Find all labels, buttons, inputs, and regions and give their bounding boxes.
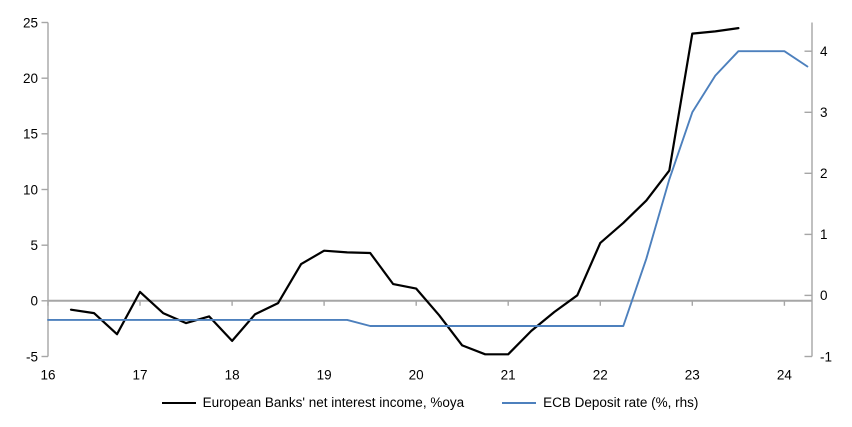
y-right-label-2: 2 [820,166,828,181]
y-right-label--1: -1 [820,349,832,364]
chart-legend: European Banks' net interest income, %oy… [48,395,812,411]
x-tick-label-17: 17 [132,368,147,383]
series-line-net-interest-income [69,27,740,356]
x-tick-label-24: 24 [777,368,793,383]
y-left-label--5: -5 [26,349,38,364]
legend-label-net-interest-income: European Banks' net interest income, %oy… [202,395,465,410]
y-left-label-20: 20 [23,71,38,86]
y-right-label-1: 1 [820,227,828,242]
x-tick-label-23: 23 [685,368,700,383]
legend-item-ecb-deposit-rate: ECB Deposit rate (%, rhs) [502,395,698,411]
x-tick-label-18: 18 [225,368,240,383]
y-left-label-25: 25 [23,15,38,30]
series-line-ecb-deposit-rate [47,50,809,327]
x-tick-label-20: 20 [409,368,424,383]
black-line-swatch [161,401,196,405]
y-right-label-4: 4 [820,44,828,59]
blue-line-swatch [502,401,537,405]
x-tick-label-19: 19 [317,368,332,383]
y-right-label-0: 0 [820,288,828,303]
y-right-label-3: 3 [820,105,828,120]
x-tick-label-16: 16 [40,368,55,383]
x-tick-label-22: 22 [593,368,608,383]
y-left-label-10: 10 [23,182,38,197]
legend-label-ecb-deposit-rate: ECB Deposit rate (%, rhs) [543,395,699,410]
y-left-label-5: 5 [30,238,38,253]
legend-item-net-interest-income: European Banks' net interest income, %oy… [161,395,465,411]
y-left-label-0: 0 [30,294,38,309]
y-left-label-15: 15 [23,127,38,142]
x-tick-label-21: 21 [501,368,516,383]
